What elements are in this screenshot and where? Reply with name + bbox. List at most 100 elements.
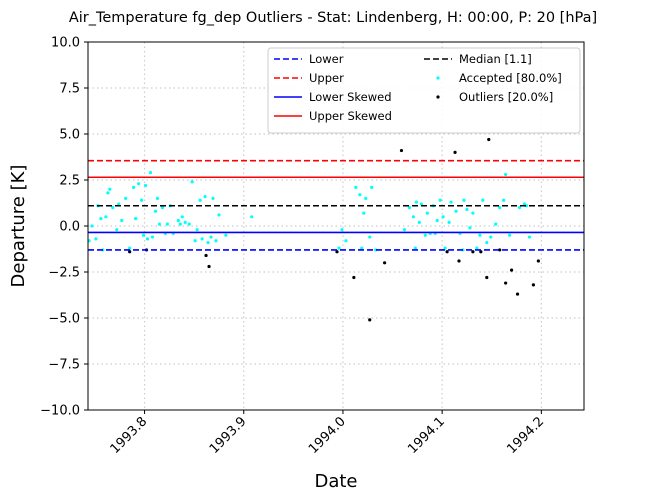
x-tick-label: 1993.8 [108, 414, 151, 457]
chart-title: Air_Temperature fg_dep Outliers - Stat: … [69, 10, 597, 26]
accepted-point [402, 228, 407, 232]
accepted-point [108, 187, 112, 191]
accepted-point [504, 172, 508, 177]
accepted-point [454, 209, 458, 213]
accepted-point [180, 215, 184, 219]
accepted-point [358, 193, 362, 197]
accepted-point [104, 215, 108, 219]
accepted-point [419, 202, 423, 206]
accepted-point [494, 222, 498, 226]
accepted-point [94, 237, 98, 241]
y-axis-title: Departure [K] [8, 165, 29, 288]
legend-label: Median [1.1] [459, 52, 532, 66]
accepted-point [475, 246, 479, 250]
y-tick-label: −10.0 [40, 404, 80, 419]
outlier-point [128, 250, 132, 254]
accepted-point [160, 206, 164, 210]
legend-label: Lower Skewed [309, 90, 392, 104]
outlier-point [509, 268, 514, 272]
accepted-point [139, 198, 144, 202]
accepted-point [136, 182, 141, 186]
outlier-point [487, 137, 491, 142]
legend-label: Upper [309, 71, 344, 85]
legend-label: Upper Skewed [309, 109, 392, 123]
accepted-point [443, 246, 447, 250]
outlier-point [399, 148, 404, 153]
accepted-point [502, 198, 506, 202]
accepted-point [193, 239, 197, 243]
accepted-point [178, 222, 182, 226]
y-tick-label: 5.0 [59, 128, 80, 143]
accepted-point [211, 196, 215, 200]
accepted-point [165, 222, 169, 226]
accepted-point [209, 235, 213, 239]
accepted-point [224, 233, 228, 237]
legend: Lower Upper Lower Skewed Upper Skewed Median… [267, 47, 581, 134]
accepted-point [340, 228, 344, 232]
outlier-point [352, 275, 356, 280]
accepted-point [360, 246, 364, 250]
legend-label: Lower [309, 52, 344, 66]
accepted-point [187, 222, 191, 226]
outlier-point [457, 259, 461, 263]
accepted-point [148, 171, 153, 175]
accepted-point [99, 217, 103, 221]
accepted-point [481, 198, 485, 202]
accepted-point [143, 183, 148, 188]
accepted-point [354, 185, 358, 189]
outlier-point [383, 261, 387, 265]
accepted-point [447, 220, 451, 224]
accepted-point [478, 233, 482, 237]
accepted-point [250, 215, 254, 219]
accepted-point [198, 198, 202, 202]
x-tick-label: 1994.2 [504, 414, 547, 457]
outlier-point [504, 281, 508, 285]
outlier-point [368, 318, 372, 322]
outlier-point [479, 250, 483, 254]
y-tick-label: 7.5 [59, 82, 80, 97]
outlier-point [335, 250, 339, 254]
accepted-point [438, 198, 442, 202]
legend-swatch-marker [436, 76, 440, 80]
y-tick-label: 10.0 [51, 36, 80, 51]
x-tick-label: 1994.0 [306, 414, 349, 457]
outlier-point [471, 250, 475, 254]
outlier-point [485, 275, 489, 280]
accepted-point [134, 217, 138, 221]
accepted-point [462, 198, 466, 202]
accepted-point [489, 235, 493, 239]
outlier-point [453, 150, 457, 154]
accepted-point [364, 196, 368, 200]
accepted-point [337, 246, 341, 250]
outlier-point [204, 253, 208, 258]
outlier-point [445, 250, 449, 254]
outlier-point [536, 259, 540, 263]
y-tick-label: −5.0 [48, 312, 80, 327]
legend-box [267, 47, 581, 134]
legend-label: Outliers [20.0%] [459, 90, 553, 104]
accepted-point [423, 233, 427, 237]
accepted-point [485, 240, 489, 245]
accepted-point [414, 200, 418, 204]
accepted-point [206, 240, 210, 245]
accepted-point [362, 211, 366, 215]
accepted-point [425, 211, 429, 215]
accepted-point [106, 191, 110, 195]
accepted-point [517, 206, 522, 210]
accepted-point [153, 209, 158, 213]
accepted-point [370, 185, 374, 189]
accepted-point [407, 206, 412, 210]
threshold-lines [88, 159, 584, 251]
accepted-point [203, 194, 207, 199]
accepted-point [413, 246, 417, 250]
accepted-point [150, 235, 155, 239]
accepted-point [214, 239, 218, 243]
accepted-point [368, 235, 372, 239]
y-tick-label: 2.5 [59, 174, 80, 189]
accepted-point [468, 226, 472, 230]
data-points [88, 137, 540, 322]
accepted-point [155, 196, 160, 200]
legend-label: Accepted [80.0%] [459, 71, 562, 85]
accepted-point [411, 215, 415, 219]
